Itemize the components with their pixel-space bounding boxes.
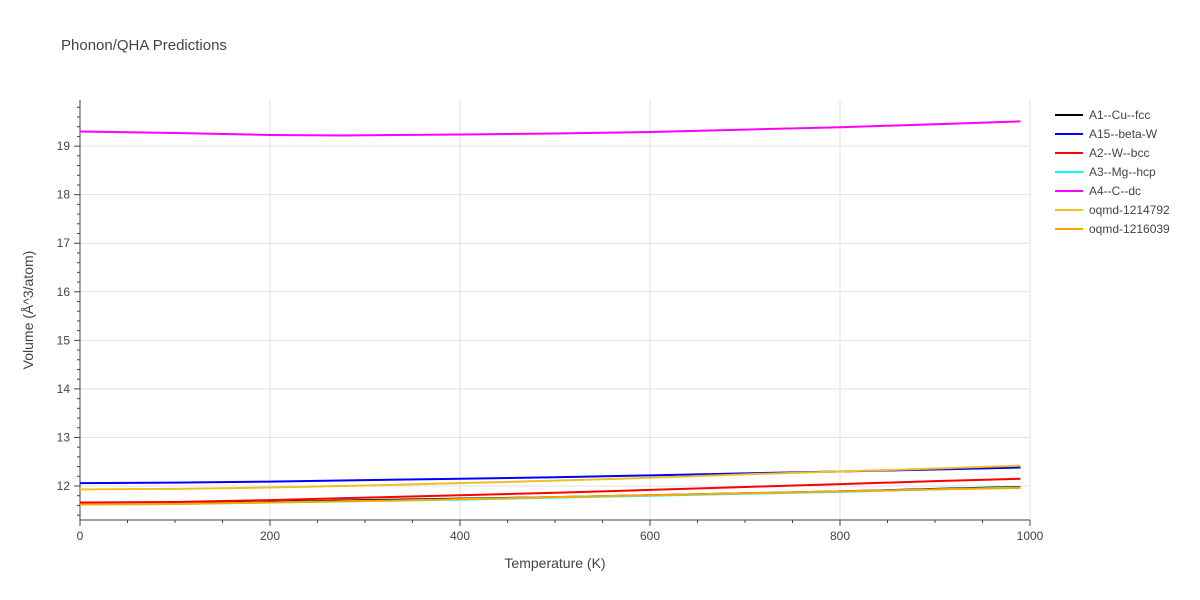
legend-label[interactable]: A4--C--dc bbox=[1089, 184, 1141, 198]
x-tick-label: 1000 bbox=[1017, 529, 1044, 543]
legend-label[interactable]: A2--W--bcc bbox=[1089, 146, 1149, 160]
series-line-A4--C--dc bbox=[79, 120, 1021, 137]
y-tick-label: 12 bbox=[57, 479, 71, 493]
y-tick-label: 13 bbox=[57, 430, 71, 444]
legend-label[interactable]: A1--Cu--fcc bbox=[1089, 108, 1150, 122]
series-line-oqmd-1214792 bbox=[79, 464, 1021, 491]
chart-title: Phonon/QHA Predictions bbox=[61, 37, 227, 54]
x-tick-label: 800 bbox=[830, 529, 850, 543]
legend-label[interactable]: oqmd-1216039 bbox=[1089, 222, 1170, 236]
x-axis-title: Temperature (K) bbox=[504, 555, 605, 571]
y-tick-label: 14 bbox=[57, 382, 71, 396]
legend-label[interactable]: A3--Mg--hcp bbox=[1089, 165, 1156, 179]
series-line-oqmd-1216039 bbox=[79, 486, 1021, 506]
series-line-A2--W--bcc bbox=[79, 477, 1021, 504]
x-tick-label: 0 bbox=[77, 529, 84, 543]
y-tick-label: 19 bbox=[57, 139, 71, 153]
x-tick-label: 200 bbox=[260, 529, 280, 543]
y-axis-title: Volume (Å^3/atom) bbox=[20, 251, 36, 370]
axes: 0 200 400 600 800 1000 12 13 14 15 16 17 18 19 bbox=[57, 100, 1044, 543]
grid bbox=[80, 100, 1031, 520]
x-tick-label: 600 bbox=[640, 529, 660, 543]
x-tick-label: 400 bbox=[450, 529, 470, 543]
y-tick-label: 18 bbox=[57, 188, 71, 202]
series-lines bbox=[79, 120, 1021, 506]
y-tick-label: 16 bbox=[57, 285, 71, 299]
legend-label[interactable]: A15--beta-W bbox=[1089, 127, 1158, 141]
legend[interactable]: A1--Cu--fcc A15--beta-W A2--W--bcc A3--Mg--… bbox=[1055, 108, 1170, 236]
y-tick-label: 15 bbox=[57, 333, 71, 347]
legend-label[interactable]: oqmd-1214792 bbox=[1089, 203, 1170, 217]
y-tick-label: 17 bbox=[57, 236, 71, 250]
